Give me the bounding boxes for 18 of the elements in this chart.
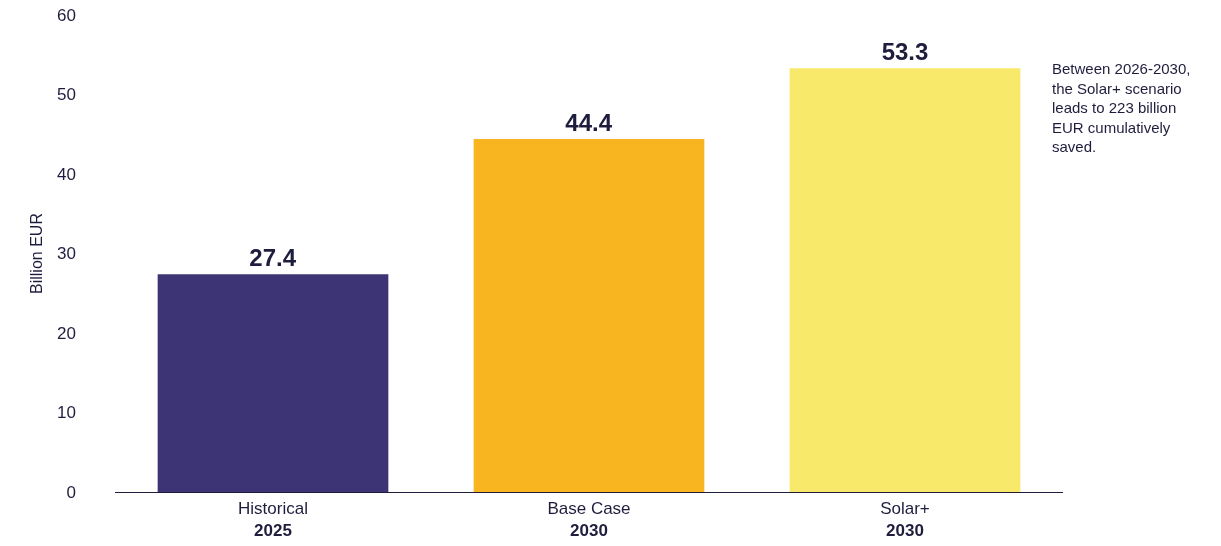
y-tick-label: 40 <box>57 164 76 184</box>
x-tick-label: Solar+ 2030 <box>880 498 930 540</box>
y-tick-label: 10 <box>57 403 76 423</box>
y-tick-label: 50 <box>57 85 76 105</box>
y-tick-label: 30 <box>57 244 76 264</box>
y-tick-label: 0 <box>66 482 76 502</box>
annotation: Between 2026-2030, the Solar+ scenario leads to 223 billion EUR cumulatively saved. <box>1052 60 1191 155</box>
x-tick-label: Historical 2025 <box>238 498 308 540</box>
bar <box>473 139 705 492</box>
y-tick-label: 20 <box>57 323 76 343</box>
data-label: 27.4 <box>249 244 297 272</box>
x-tick-label: Base Case 2030 <box>547 498 631 540</box>
bar <box>157 274 389 492</box>
data-label: 53.3 <box>881 38 929 66</box>
y-axis-title: Billion EUR <box>27 213 45 294</box>
y-tick-label: 60 <box>57 5 76 25</box>
bar <box>789 68 1021 492</box>
data-label: 44.4 <box>565 109 613 137</box>
